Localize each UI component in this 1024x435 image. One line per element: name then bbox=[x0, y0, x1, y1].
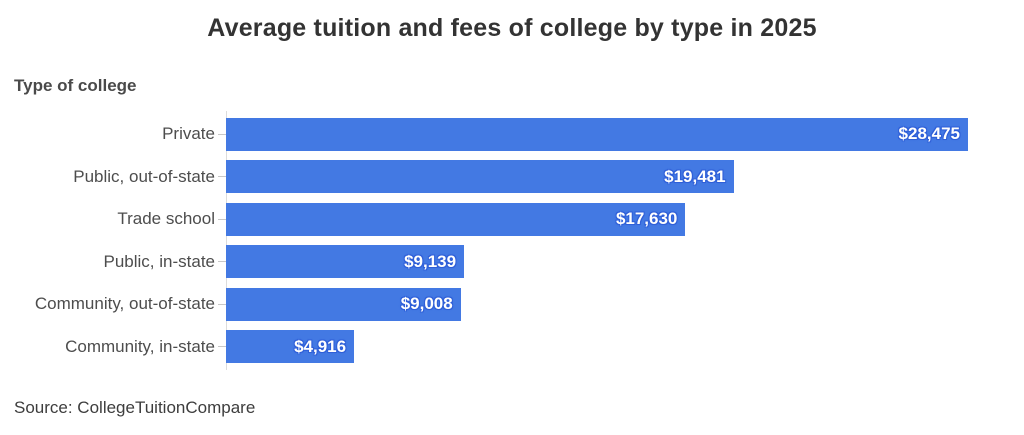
source-note: Source: CollegeTuitionCompare bbox=[14, 398, 256, 417]
category-label: Community, out-of-state bbox=[34, 294, 215, 314]
axis-tick bbox=[218, 303, 226, 305]
bar: $28,475 bbox=[226, 117, 968, 151]
value-label: $9,139 bbox=[404, 251, 457, 271]
y-axis-line bbox=[226, 111, 227, 370]
chart-card: Average tuition and fees of college by t… bbox=[0, 14, 1024, 435]
category-label: Public, out-of-state bbox=[73, 166, 215, 186]
axis-tick bbox=[218, 346, 226, 348]
chart-title: Average tuition and fees of college by t… bbox=[207, 14, 817, 42]
chart-row: Community, in-state $4,916 bbox=[0, 326, 1024, 369]
chart-row: Public, out-of-state $19,481 bbox=[0, 156, 1024, 199]
value-label: $19,481 bbox=[664, 166, 726, 186]
bar-rows: Private $28,475 Public, out-of-state $19,48… bbox=[0, 113, 1024, 368]
category-label: Public, in-state bbox=[103, 251, 216, 271]
value-label: $17,630 bbox=[615, 209, 678, 229]
axis-tick bbox=[218, 218, 226, 220]
value-label: $9,008 bbox=[400, 294, 453, 314]
value-label: $4,916 bbox=[294, 336, 347, 356]
bar: $19,481 bbox=[226, 160, 734, 194]
axis-tick bbox=[218, 133, 226, 135]
category-label: Trade school bbox=[117, 209, 215, 229]
bar: $9,139 bbox=[226, 245, 465, 279]
chart-row: Community, out-of-state $9,008 bbox=[0, 283, 1024, 326]
axis-tick bbox=[218, 176, 226, 178]
bar: $4,916 bbox=[226, 330, 355, 364]
value-label: $28,475 bbox=[898, 124, 960, 144]
axis-title: Type of college bbox=[14, 76, 137, 95]
chart-row: Trade school $17,630 bbox=[0, 198, 1024, 241]
category-label: Private bbox=[162, 124, 215, 144]
bar: $9,008 bbox=[226, 287, 461, 321]
chart-row: Public, in-state $9,139 bbox=[0, 241, 1024, 284]
category-label: Community, in-state bbox=[65, 336, 215, 356]
chart-row: Private $28,475 bbox=[0, 113, 1024, 156]
bar: $17,630 bbox=[226, 202, 686, 236]
bar-chart: Private $28,475 Public, out-of-state $19,48… bbox=[0, 111, 1024, 370]
axis-tick bbox=[218, 261, 226, 263]
